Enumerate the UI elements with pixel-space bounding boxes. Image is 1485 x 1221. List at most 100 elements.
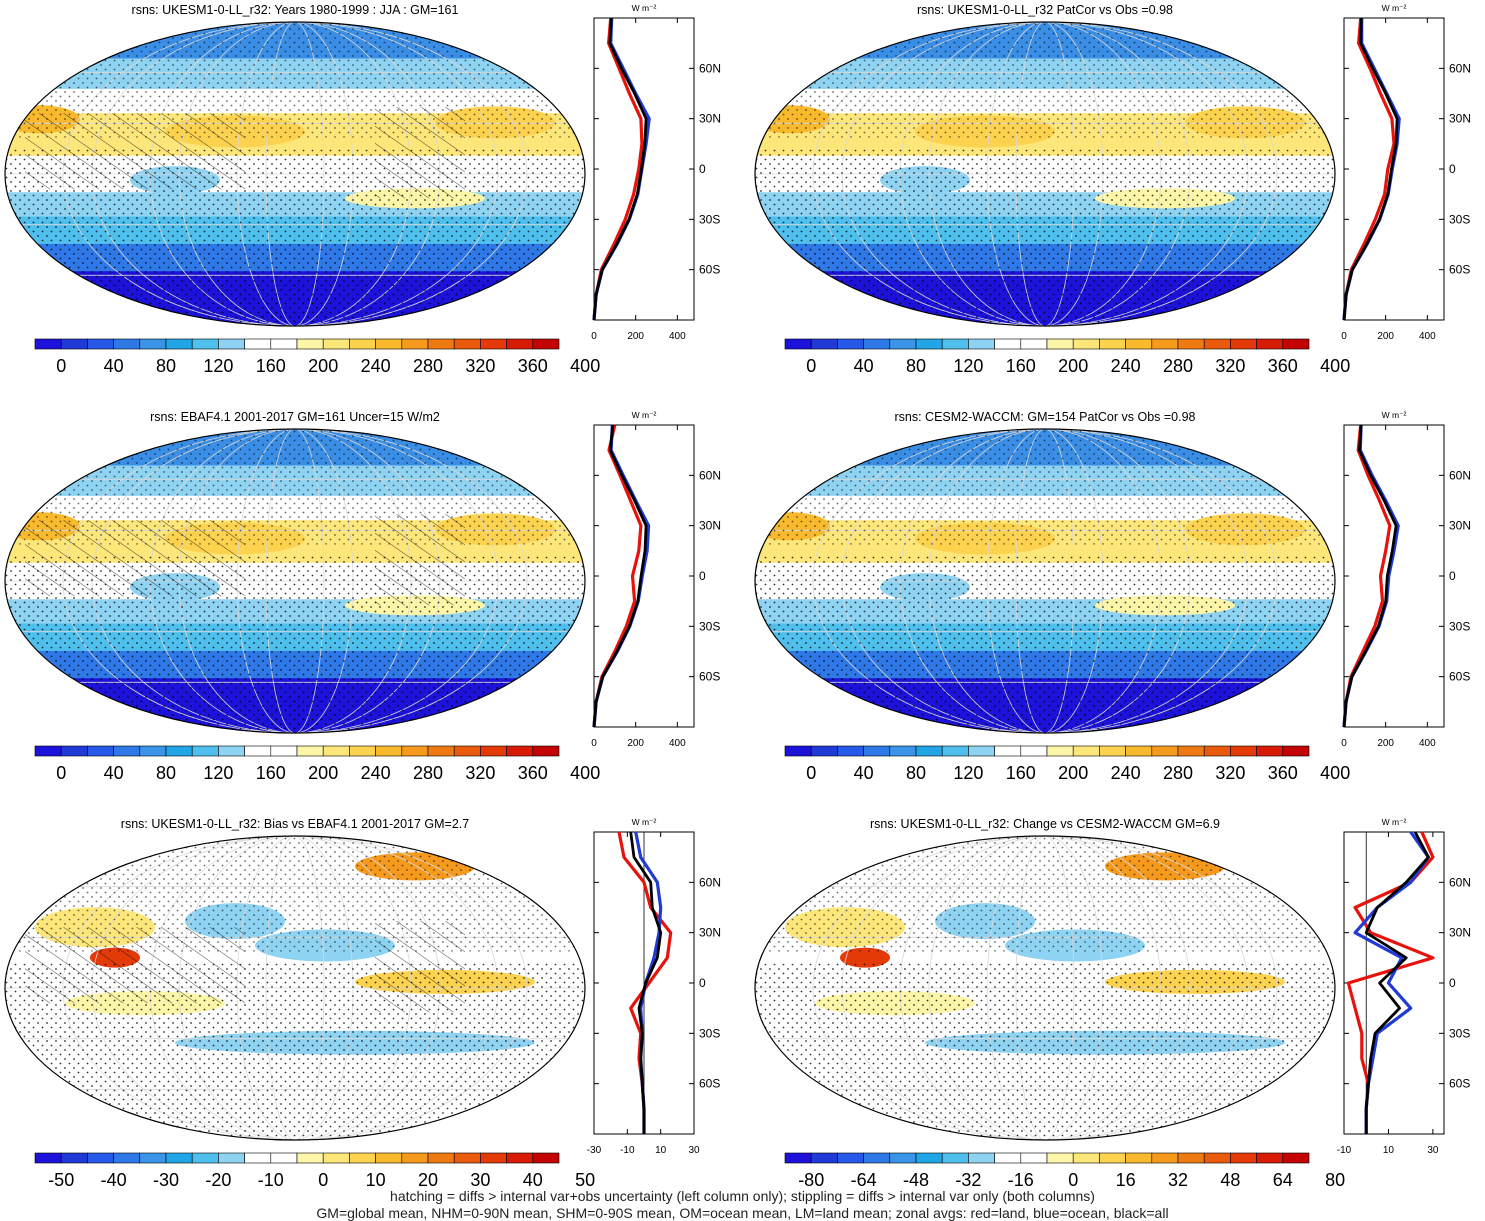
profile-frame (593, 17, 695, 321)
lat-tick-label: 30S (699, 619, 720, 633)
colorbar-swatch (1125, 745, 1153, 757)
colorbar-tick-label: 400 (1320, 356, 1350, 376)
colorbar: -80 -64 -48 -32 -16 0 16 32 48 64 80 (784, 1152, 1345, 1190)
value-tick-label: 200 (627, 738, 644, 749)
colorbar-swatch (1177, 338, 1205, 350)
profile-line-all (592, 424, 648, 728)
value-tick-label: 0 (1341, 738, 1347, 749)
colorbar-tick-label: 280 (1163, 356, 1193, 376)
profile-frame (1343, 424, 1445, 728)
colorbar-swatch (34, 338, 62, 350)
map-outline (4, 835, 586, 1141)
colorbar-swatch (87, 338, 114, 350)
value-tick-label: 0 (591, 738, 597, 749)
lat-tick-label: 60S (699, 1077, 720, 1091)
lat-tick-label: 0 (699, 162, 706, 176)
profile-line-all (1364, 831, 1430, 1134)
colorbar-tick-label: 120 (953, 356, 983, 376)
lat-tick-label: 60S (1449, 1077, 1470, 1091)
map-field (5, 836, 585, 1140)
hatching (375, 921, 465, 1013)
colorbar-swatch (480, 745, 507, 757)
colorbar-tick-label: 160 (256, 356, 286, 376)
colorbar-tick-label: 120 (953, 763, 983, 783)
colorbar-swatch (427, 338, 455, 350)
panel-ukesm-clim: rsns: UKESM1-0-LL_r32: Years 1980-1999 :… (4, 3, 721, 376)
colorbar-tick-label: 40 (854, 356, 874, 376)
panel-title: rsns: UKESM1-0-LL_r32 PatCor vs Obs =0.9… (917, 3, 1173, 17)
value-tick-label: 200 (1377, 331, 1394, 342)
colorbar-swatch (1203, 1152, 1231, 1164)
lat-tick-label: 60S (1449, 670, 1470, 684)
colorbar-tick-label: 320 (465, 763, 495, 783)
colorbar-tick-label: 80 (156, 763, 176, 783)
colorbar: 0 40 80 120 160 200 240 280 320 360 400 (784, 338, 1350, 376)
colorbar-swatch (1020, 745, 1048, 757)
value-tick-label: -10 (1337, 1145, 1352, 1156)
colorbar-tick-label: 280 (1163, 763, 1193, 783)
lat-tick-label: 30S (1449, 212, 1470, 226)
zonal-profile: W m⁻² 60N 30N 0 30S 60S -30 -10 10 30 (587, 817, 721, 1156)
profile-frame (1343, 17, 1445, 321)
lat-tick-label: 0 (699, 569, 706, 583)
colorbar-swatch (322, 1152, 350, 1164)
colorbar-swatch (87, 1152, 114, 1164)
colorbar-tick-label: 120 (203, 763, 233, 783)
lat-tick-label: 60S (699, 670, 720, 684)
colorbar-swatch (1099, 338, 1126, 350)
colorbar-tick-label: 40 (104, 763, 124, 783)
colorbar: 0 40 80 120 160 200 240 280 320 360 400 (784, 745, 1350, 783)
colorbar-swatch (1099, 1152, 1126, 1164)
colorbar-swatch (1125, 1152, 1153, 1164)
colorbar: -50 -40 -30 -20 -10 0 10 20 30 40 50 (34, 1152, 595, 1190)
colorbar-swatch (1282, 1152, 1310, 1164)
colorbar-swatch (322, 338, 350, 350)
stippling (755, 556, 1335, 733)
colorbar-swatch (837, 1152, 864, 1164)
profile-line-all (629, 831, 663, 1134)
colorbar-swatch (532, 1152, 560, 1164)
colorbar-swatch (60, 1152, 88, 1164)
field-patch (840, 947, 890, 968)
colorbar-swatch (349, 1152, 376, 1164)
value-tick-label: 0 (1341, 331, 1347, 342)
hatching (375, 107, 465, 199)
colorbar-swatch (453, 338, 481, 350)
profile-unit-label: W m⁻² (1382, 817, 1407, 827)
colorbar-tick-label: -30 (153, 1170, 179, 1190)
colorbar-tick-label: 32 (1168, 1170, 1188, 1190)
colorbar-tick-label: 64 (1273, 1170, 1293, 1190)
stippling (755, 22, 1335, 138)
colorbar-swatch (480, 338, 507, 350)
colorbar-swatch (994, 745, 1022, 757)
colorbar-swatch (506, 745, 534, 757)
colorbar-swatch (889, 338, 917, 350)
colorbar-swatch (427, 1152, 455, 1164)
zonal-profile: W m⁻² 60N 30N 0 30S 60S 0 200 400 (591, 410, 721, 749)
value-tick-label: 30 (688, 1145, 700, 1156)
lat-tick-label: 30S (699, 1026, 720, 1040)
colorbar-tick-label: 30 (470, 1170, 490, 1190)
colorbar-swatch (506, 1152, 534, 1164)
value-tick-label: 30 (1427, 1145, 1439, 1156)
colorbar-tick-label: 360 (1268, 763, 1298, 783)
colorbar-swatch (270, 1152, 298, 1164)
colorbar-swatch (1177, 1152, 1205, 1164)
lat-tick-label: 30S (1449, 1026, 1470, 1040)
lat-tick-label: 30N (699, 112, 721, 126)
colorbar-tick-label: 40 (104, 356, 124, 376)
lat-tick-label: 60N (1449, 61, 1471, 75)
colorbar-swatch (60, 338, 88, 350)
map-outline (754, 835, 1336, 1141)
colorbar-tick-label: 160 (1006, 356, 1036, 376)
lat-tick-label: 30S (699, 212, 720, 226)
colorbar-swatch (915, 338, 943, 350)
value-tick-label: 400 (1419, 331, 1436, 342)
colorbar-swatch (915, 1152, 943, 1164)
lat-tick-label: 30N (1449, 926, 1471, 940)
colorbar-swatch (1046, 338, 1074, 350)
colorbar-tick-label: 240 (361, 763, 391, 783)
colorbar-tick-label: 400 (570, 763, 600, 783)
colorbar-swatch (863, 745, 891, 757)
stippling (755, 429, 1335, 545)
